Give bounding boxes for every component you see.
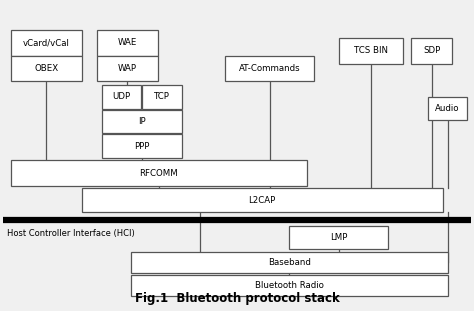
Text: AT-Commands: AT-Commands xyxy=(239,64,301,73)
FancyBboxPatch shape xyxy=(82,188,443,212)
Text: WAE: WAE xyxy=(118,38,137,47)
Text: Audio: Audio xyxy=(435,104,460,113)
Text: vCard/vCal: vCard/vCal xyxy=(23,38,70,47)
Text: RFCOMM: RFCOMM xyxy=(139,169,178,178)
FancyBboxPatch shape xyxy=(97,30,158,56)
FancyBboxPatch shape xyxy=(142,85,182,109)
FancyBboxPatch shape xyxy=(101,134,182,158)
Text: Bluetooth Radio: Bluetooth Radio xyxy=(255,281,324,290)
Text: OBEX: OBEX xyxy=(34,64,58,73)
Text: L2CAP: L2CAP xyxy=(248,196,276,205)
FancyBboxPatch shape xyxy=(131,252,447,273)
FancyBboxPatch shape xyxy=(290,226,388,249)
Text: IP: IP xyxy=(138,117,146,126)
FancyBboxPatch shape xyxy=(339,38,403,64)
Text: SDP: SDP xyxy=(423,46,440,55)
Text: Baseband: Baseband xyxy=(268,258,311,267)
Text: PPP: PPP xyxy=(134,142,149,151)
FancyBboxPatch shape xyxy=(411,38,453,64)
FancyBboxPatch shape xyxy=(11,56,82,81)
Text: WAP: WAP xyxy=(118,64,137,73)
Text: TCP: TCP xyxy=(154,92,170,101)
FancyBboxPatch shape xyxy=(97,56,158,81)
FancyBboxPatch shape xyxy=(131,275,447,296)
Text: Host Controller Interface (HCI): Host Controller Interface (HCI) xyxy=(7,229,135,238)
FancyBboxPatch shape xyxy=(225,56,314,81)
Text: TCS BIN: TCS BIN xyxy=(354,46,388,55)
Text: UDP: UDP xyxy=(112,92,130,101)
Text: Fig.1  Bluetooth protocol stack: Fig.1 Bluetooth protocol stack xyxy=(135,292,339,305)
FancyBboxPatch shape xyxy=(11,30,82,56)
FancyBboxPatch shape xyxy=(428,97,467,120)
FancyBboxPatch shape xyxy=(101,110,182,133)
Text: LMP: LMP xyxy=(330,233,347,242)
FancyBboxPatch shape xyxy=(11,160,307,186)
FancyBboxPatch shape xyxy=(101,85,141,109)
